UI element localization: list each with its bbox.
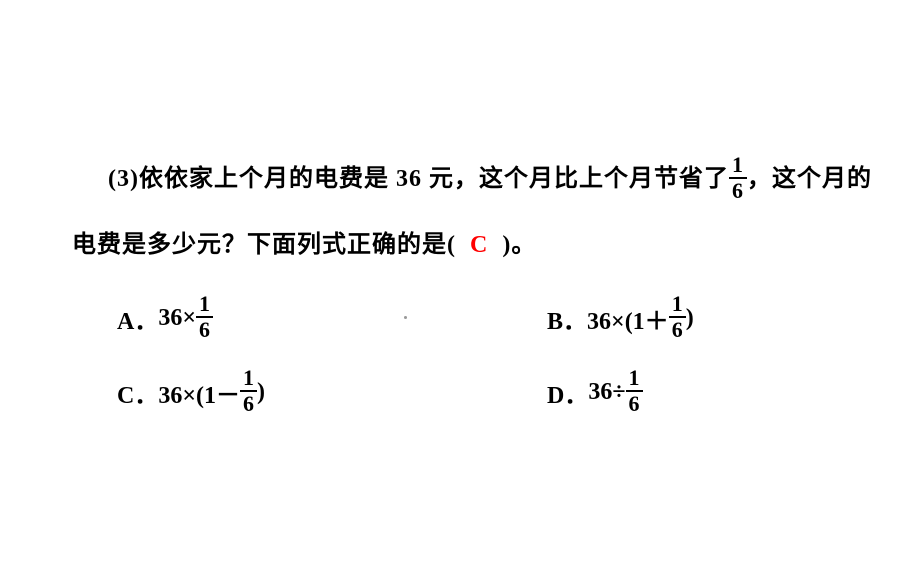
option-a-den: 6 [196,318,213,341]
option-a-prefix: 36× [158,305,196,332]
option-d-label: D． [547,375,588,410]
q-text-3: ，这个月的 [747,166,872,192]
options-block: A． 36×16 B． 36×(1＋16) C． 36×(1－16) D． 36… [72,295,872,417]
q-text-1: 依依家上个月的电费是 [139,166,389,192]
cursor-dot [404,316,407,319]
question-number: (3) [108,166,139,192]
option-b-den: 6 [669,318,686,341]
question-line-1: (3)依依家上个月的电费是 36 元，这个月比上个月节省了16，这个月的 [72,148,872,210]
q-amount: 36 [396,166,422,192]
option-c-prefix: 36×(1－ [158,375,240,410]
question-line-2: 电费是多少元？下面列式正确的是( C )。 [72,214,872,276]
option-d-num: 1 [626,367,643,392]
option-d-den: 6 [626,392,643,415]
option-c-fraction: 16 [240,367,257,415]
option-c-num: 1 [240,367,257,392]
option-b-prefix: 36×(1＋ [587,301,669,336]
option-a-num: 1 [196,293,213,318]
option-b-label: B． [547,301,587,336]
q-text-4: 电费是多少元？下面列式正确的是( [72,232,456,258]
option-a-fraction: 16 [196,293,213,341]
option-b: B． 36×(1＋16) [547,295,694,343]
q-frac-num: 1 [729,154,747,179]
option-d: D． 36÷16 [547,369,643,417]
options-row-1: A． 36×16 B． 36×(1＋16) [72,295,872,343]
option-d-prefix: 36÷ [588,379,625,406]
option-d-fraction: 16 [626,367,643,415]
q-text-2: 元，这个月比上个月节省了 [429,166,729,192]
option-b-num: 1 [669,293,686,318]
answer-letter: C [470,232,488,258]
option-c: C． 36×(1－16) [117,369,547,417]
q-fraction: 16 [729,154,747,202]
option-b-fraction: 16 [669,293,686,341]
q-text-5: )。 [502,232,536,258]
option-c-suffix: ) [257,379,265,406]
q-frac-den: 6 [729,179,747,202]
option-c-label: C． [117,375,158,410]
option-a-label: A． [117,301,158,336]
options-row-2: C． 36×(1－16) D． 36÷16 [72,369,872,417]
option-b-suffix: ) [686,305,694,332]
question-block: (3)依依家上个月的电费是 36 元，这个月比上个月节省了16，这个月的 电费是… [72,148,872,443]
option-c-den: 6 [240,392,257,415]
option-a: A． 36×16 [117,295,547,343]
